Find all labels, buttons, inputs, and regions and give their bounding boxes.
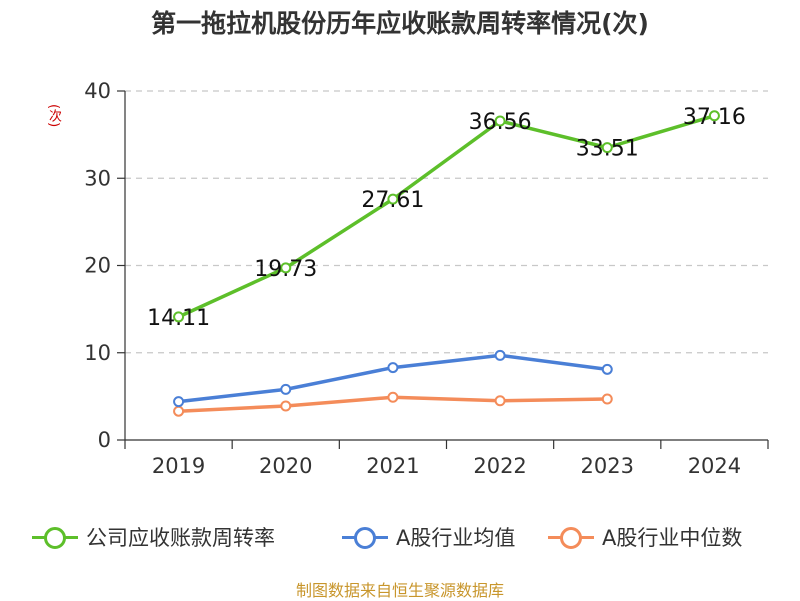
y-tick-label: 40: [84, 79, 111, 103]
data-point-1: [173, 396, 185, 408]
legend-marker: [548, 525, 594, 549]
data-point-0: [387, 193, 399, 205]
legend-item[interactable]: 公司应收账款周转率: [32, 520, 275, 554]
data-point-1: [494, 349, 506, 361]
legend-label: 公司应收账款周转率: [86, 526, 275, 550]
data-point-2: [173, 405, 185, 417]
legend-marker-dot: [560, 527, 582, 549]
data-point-0: [708, 110, 720, 122]
data-point-2: [280, 400, 292, 412]
chart-legend: 公司应收账款周转率 A股行业均值 A股行业中位数: [0, 520, 800, 554]
data-point-0: [173, 311, 185, 323]
legend-item[interactable]: A股行业中位数: [548, 520, 742, 554]
data-label: 33.51: [576, 137, 639, 162]
legend-label: A股行业均值: [396, 526, 516, 550]
data-label: 19.73: [254, 257, 317, 282]
legend-label: A股行业中位数: [602, 526, 743, 550]
data-point-1: [601, 363, 613, 375]
data-source-note: 制图数据来自恒生聚源数据库: [295, 581, 504, 600]
x-tick-label: 2022: [473, 454, 526, 478]
data-point-0: [601, 142, 613, 154]
legend-item[interactable]: A股行业均值: [342, 520, 515, 554]
data-point-1: [387, 362, 399, 374]
x-tick-label: 2023: [581, 454, 634, 478]
data-point-1: [280, 383, 292, 395]
data-point-2: [601, 393, 613, 405]
data-point-0: [280, 262, 292, 274]
chart-title: 第一拖拉机股份历年应收账款周转率情况(次): [151, 9, 649, 38]
x-tick-label: 2020: [259, 454, 312, 478]
series-line-0: [177, 114, 715, 319]
x-tick-label: 2019: [152, 454, 205, 478]
y-tick-label: 20: [84, 254, 111, 278]
legend-marker-dot: [44, 527, 66, 549]
data-point-0: [494, 115, 506, 127]
y-tick-label: 30: [84, 166, 111, 190]
data-label: 37.16: [683, 105, 746, 130]
legend-marker-dot: [354, 527, 376, 549]
data-label: 14.11: [147, 306, 210, 331]
data-label: 27.61: [361, 188, 424, 213]
y-axis-unit-label: (次): [46, 104, 61, 128]
x-tick-label: 2024: [688, 454, 741, 478]
x-tick-label: 2021: [366, 454, 419, 478]
legend-marker: [342, 525, 388, 549]
y-tick-label: 0: [98, 428, 111, 452]
legend-marker: [32, 525, 78, 549]
data-point-2: [494, 395, 506, 407]
data-label: 36.56: [469, 110, 532, 135]
data-point-2: [387, 391, 399, 403]
y-tick-label: 10: [84, 341, 111, 365]
